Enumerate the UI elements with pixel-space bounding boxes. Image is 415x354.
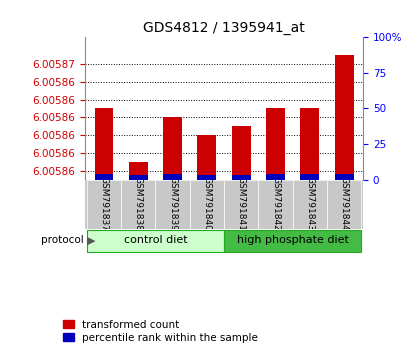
- Bar: [163, 174, 182, 179]
- Bar: [156, 179, 190, 229]
- Bar: [87, 179, 121, 229]
- Bar: [300, 174, 320, 179]
- Text: GSM791844: GSM791844: [340, 176, 349, 230]
- Bar: [163, 117, 182, 179]
- Bar: [266, 108, 285, 179]
- Legend: transformed count, percentile rank within the sample: transformed count, percentile rank withi…: [59, 315, 262, 347]
- Bar: [95, 174, 113, 179]
- Text: control diet: control diet: [124, 235, 187, 245]
- Bar: [293, 179, 327, 229]
- Bar: [224, 179, 259, 229]
- Bar: [129, 175, 148, 179]
- Bar: [121, 179, 156, 229]
- Bar: [327, 179, 361, 229]
- Bar: [198, 175, 216, 179]
- Text: GSM791841: GSM791841: [237, 176, 246, 230]
- Bar: [335, 174, 354, 179]
- Text: GSM791840: GSM791840: [203, 176, 211, 230]
- Bar: [266, 174, 285, 179]
- Bar: [190, 179, 224, 229]
- Text: GSM791842: GSM791842: [271, 176, 280, 230]
- Bar: [87, 230, 224, 252]
- Bar: [335, 55, 354, 179]
- Bar: [95, 108, 113, 179]
- Text: protocol: protocol: [41, 235, 83, 245]
- Title: GDS4812 / 1395941_at: GDS4812 / 1395941_at: [143, 21, 305, 35]
- Text: ▶: ▶: [87, 235, 95, 245]
- Text: GSM791837: GSM791837: [100, 176, 108, 231]
- Text: GSM791839: GSM791839: [168, 176, 177, 231]
- Bar: [232, 126, 251, 179]
- Text: GSM791843: GSM791843: [305, 176, 315, 230]
- Text: GSM791838: GSM791838: [134, 176, 143, 231]
- Bar: [198, 135, 216, 179]
- Bar: [259, 179, 293, 229]
- Bar: [129, 162, 148, 179]
- Text: high phosphate diet: high phosphate diet: [237, 235, 349, 245]
- Bar: [232, 175, 251, 179]
- Bar: [224, 230, 361, 252]
- Bar: [300, 108, 320, 179]
